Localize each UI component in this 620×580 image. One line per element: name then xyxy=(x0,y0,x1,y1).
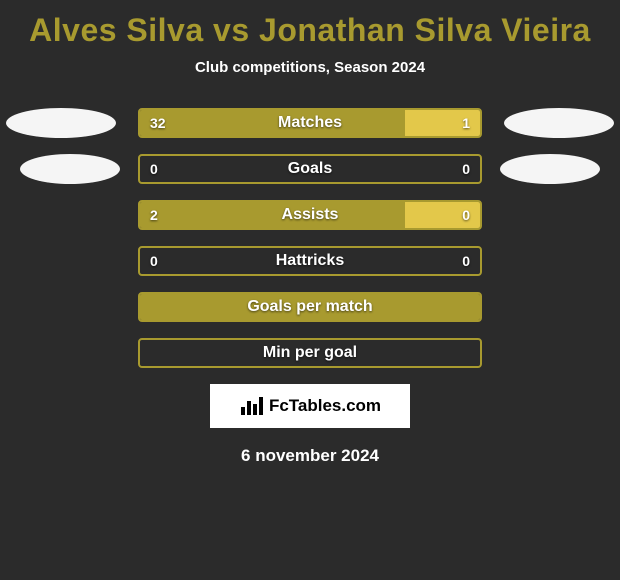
player-a-photo-placeholder xyxy=(6,108,116,138)
bar-label: Hattricks xyxy=(140,252,480,270)
comparison-title: Alves Silva vs Jonathan Silva Vieira xyxy=(0,0,620,49)
bar-label: Matches xyxy=(140,114,480,132)
bar-label: Goals per match xyxy=(140,298,480,316)
title-vs: vs xyxy=(213,12,250,48)
title-player-b: Jonathan Silva Vieira xyxy=(259,12,591,48)
stat-bar-row: 00Hattricks xyxy=(138,246,482,276)
bar-label: Goals xyxy=(140,160,480,178)
fctables-logo-text: FcTables.com xyxy=(269,396,381,416)
chart-area: 321Matches 00Goals 20Assists 00Hattricks Goa… xyxy=(0,108,620,368)
subtitle: Club competitions, Season 2024 xyxy=(0,59,620,76)
date-text: 6 november 2024 xyxy=(0,446,620,466)
stat-bars: 321Matches 00Goals 20Assists 00Hattricks Goa… xyxy=(138,108,482,368)
fctables-bars-icon xyxy=(239,395,265,417)
bar-label: Assists xyxy=(140,206,480,224)
stat-bar-row: Min per goal xyxy=(138,338,482,368)
fctables-logo: FcTables.com xyxy=(210,384,410,428)
player-b-club-placeholder xyxy=(500,154,600,184)
stat-bar-row: 321Matches xyxy=(138,108,482,138)
bar-label: Min per goal xyxy=(140,344,480,362)
stat-bar-row: Goals per match xyxy=(138,292,482,322)
player-a-club-placeholder xyxy=(20,154,120,184)
stat-bar-row: 00Goals xyxy=(138,154,482,184)
title-player-a: Alves Silva xyxy=(29,12,204,48)
stat-bar-row: 20Assists xyxy=(138,200,482,230)
player-b-photo-placeholder xyxy=(504,108,614,138)
